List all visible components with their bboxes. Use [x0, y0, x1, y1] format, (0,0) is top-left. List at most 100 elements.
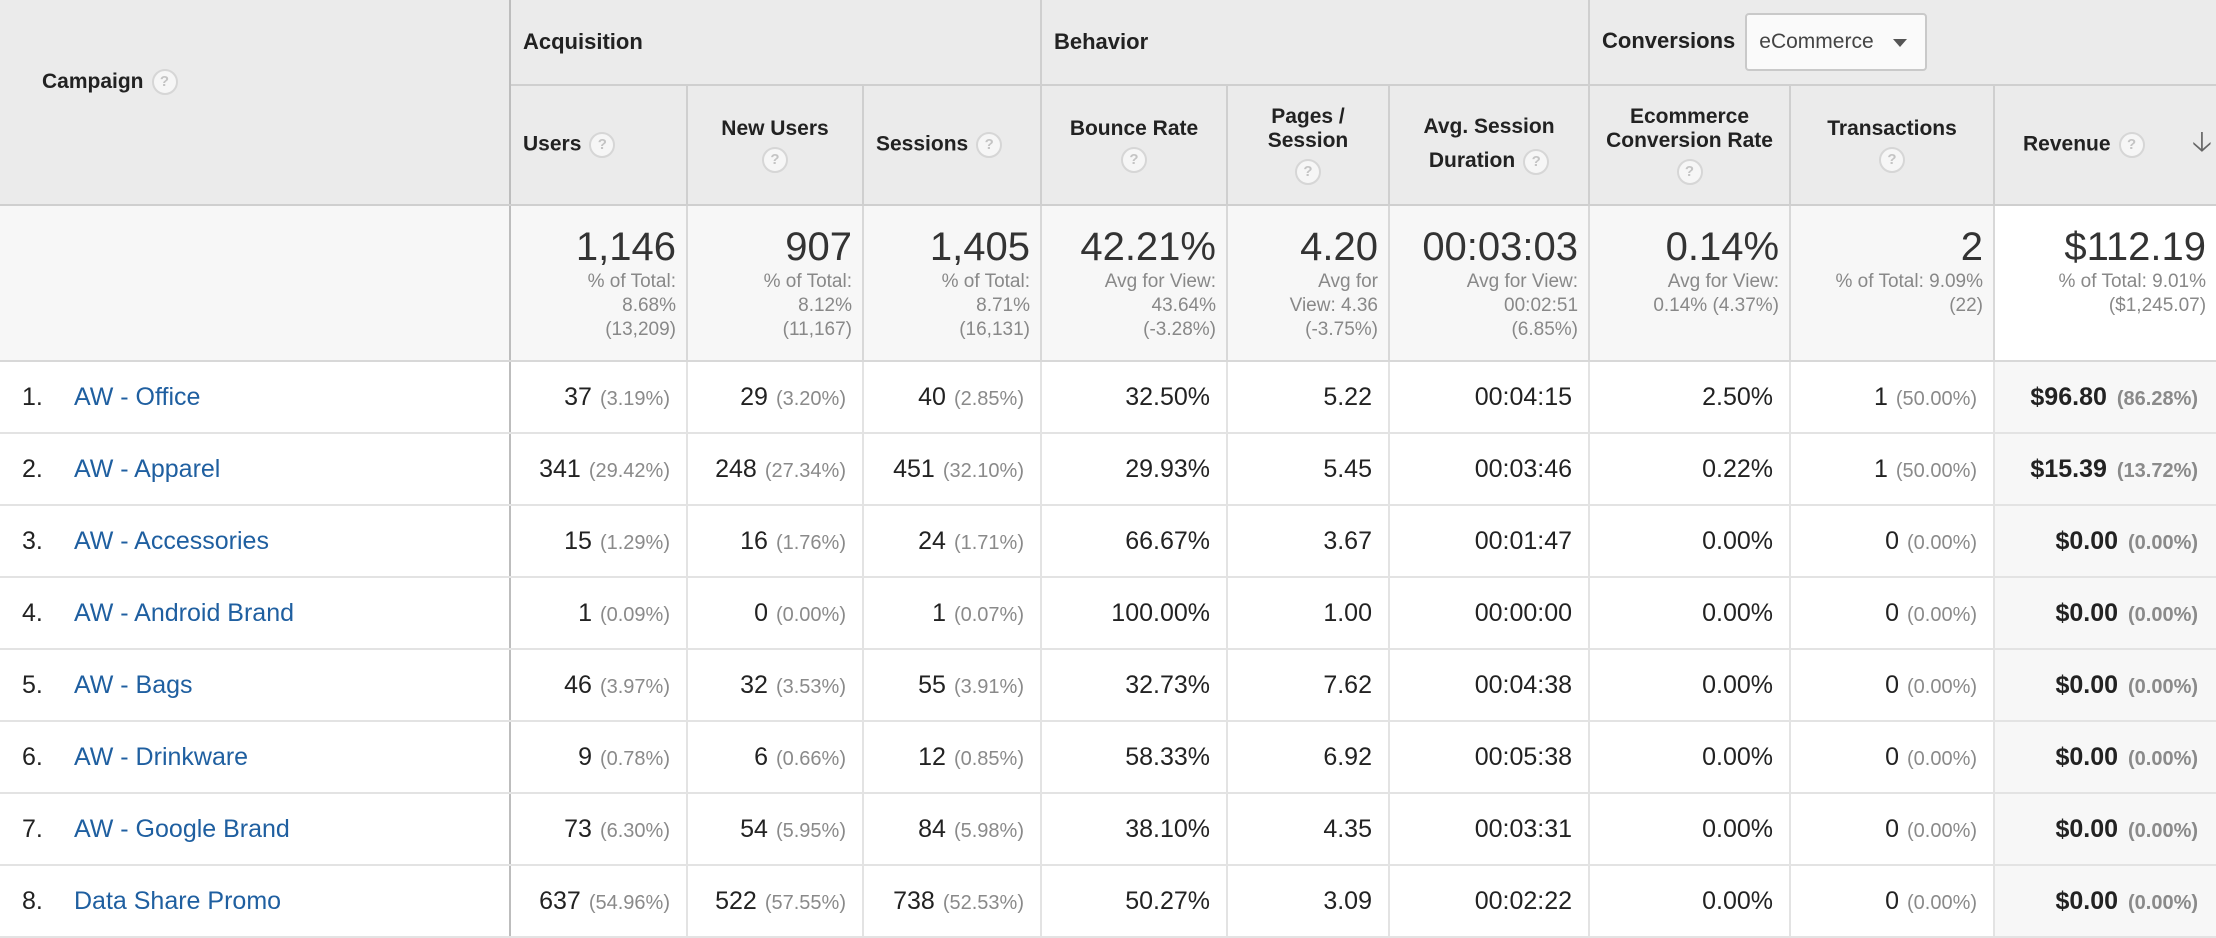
campaign-link[interactable]: AW - Accessories — [74, 526, 269, 555]
campaign-link[interactable]: AW - Office — [74, 382, 201, 411]
table-row: 4. AW - Android Brand 1 (0.09%) 0 (0.00%) 1… — [0, 577, 2216, 650]
revenue-column-header[interactable]: Revenue? 🡣 — [1993, 85, 2216, 206]
table-row: 8. Data Share Promo 637 (54.96%) 522 (57.55… — [0, 865, 2216, 938]
help-icon[interactable]: ? — [1676, 159, 1703, 185]
campaign-cell: 7. AW - Google Brand — [0, 793, 511, 866]
bounce-rate-total: 42.21% Avg for View: 43.64% (-3.28%) — [1040, 205, 1227, 362]
help-icon[interactable]: ? — [151, 69, 178, 95]
pages-session-cell: 5.45 — [1226, 433, 1389, 506]
campaign-link[interactable]: AW - Apparel — [74, 454, 221, 483]
new-users-cell: 522 (57.55%) — [686, 865, 863, 938]
conversions-dropdown[interactable]: eCommerce — [1745, 13, 1928, 71]
avg-session-cell: 00:03:31 — [1387, 793, 1590, 866]
help-icon[interactable]: ? — [762, 147, 788, 173]
sort-down-icon[interactable]: 🡣 — [2191, 126, 2213, 157]
help-icon[interactable]: ? — [1121, 147, 1147, 173]
ecommerce-rate-cell: 0.00% — [1588, 865, 1791, 938]
users-column-header[interactable]: Users? — [509, 85, 687, 206]
help-icon[interactable]: ? — [1879, 147, 1906, 173]
bounce-rate-cell: 100.00% — [1040, 577, 1227, 650]
new-users-total: 907% of Total: 8.12% (11,167) — [686, 205, 863, 362]
campaign-link[interactable]: AW - Google Brand — [74, 814, 290, 843]
avg-session-total: 00:03:03 Avg for View: 00:02:51 (6.85%) — [1387, 205, 1590, 362]
transactions-header-label: Transactions — [1827, 117, 1957, 140]
ecommerce-rate-total: 0.14% Avg for View: 0.14% (4.37%) — [1588, 205, 1791, 362]
sessions-cell: 55 (3.91%) — [862, 649, 1041, 722]
ecommerce-rate-header-label-2: Conversion Rate — [1606, 129, 1773, 152]
users-cell: 9 (0.78%) — [509, 721, 687, 794]
pages-session-cell: 1.00 — [1226, 577, 1389, 650]
new-users-header-label: New Users — [721, 117, 829, 140]
pages-session-cell: 6.92 — [1226, 721, 1389, 794]
campaign-cell: 4. AW - Android Brand — [0, 577, 511, 650]
ecommerce-rate-cell: 0.00% — [1588, 649, 1791, 722]
revenue-cell: $0.00 (0.00%) — [1993, 793, 2216, 866]
new-users-cell: 248 (27.34%) — [686, 433, 863, 506]
avg-session-cell: 00:02:22 — [1387, 865, 1590, 938]
users-cell: 46 (3.97%) — [509, 649, 687, 722]
transactions-cell: 0 (0.00%) — [1789, 577, 1995, 650]
sessions-column-header[interactable]: Sessions? — [862, 85, 1041, 206]
sessions-cell: 738 (52.53%) — [862, 865, 1041, 938]
new-users-cell: 32 (3.53%) — [686, 649, 863, 722]
campaign-link[interactable]: Data Share Promo — [74, 886, 282, 915]
ecommerce-rate-cell: 0.00% — [1588, 577, 1791, 650]
bounce-rate-cell: 29.93% — [1040, 433, 1227, 506]
pages-session-cell: 4.35 — [1226, 793, 1389, 866]
row-index: 4. — [22, 598, 43, 627]
campaign-link[interactable]: AW - Drinkware — [74, 742, 249, 771]
users-cell: 37 (3.19%) — [509, 361, 687, 434]
help-icon[interactable]: ? — [1523, 148, 1550, 175]
table-row: 6. AW - Drinkware 9 (0.78%) 6 (0.66%) 12 (0.… — [0, 721, 2216, 794]
conversions-label: Conversions — [1602, 27, 1736, 53]
bounce-rate-cell: 32.50% — [1040, 361, 1227, 434]
avg-session-cell: 00:03:46 — [1387, 433, 1590, 506]
campaign-link[interactable]: AW - Android Brand — [74, 598, 295, 627]
pages-session-column-header[interactable]: Pages / Session? — [1226, 85, 1389, 206]
transactions-column-header[interactable]: Transactions? — [1789, 85, 1995, 206]
avg-session-column-header[interactable]: Avg. Session Duration? — [1387, 85, 1590, 206]
users-cell: 73 (6.30%) — [509, 793, 687, 866]
transactions-cell: 1 (50.00%) — [1789, 361, 1995, 434]
pages-session-cell: 7.62 — [1226, 649, 1389, 722]
transactions-cell: 0 (0.00%) — [1789, 793, 1995, 866]
acquisition-group-header: Acquisition — [509, 0, 1041, 86]
new-users-cell: 6 (0.66%) — [686, 721, 863, 794]
new-users-cell: 29 (3.20%) — [686, 361, 863, 434]
row-index: 6. — [22, 742, 43, 771]
acquisition-label: Acquisition — [523, 29, 643, 54]
ecommerce-rate-cell: 0.22% — [1588, 433, 1791, 506]
help-icon[interactable]: ? — [1295, 159, 1321, 185]
campaign-column-header[interactable]: Campaign? — [0, 0, 511, 206]
campaign-cell: 2. AW - Apparel — [0, 433, 511, 506]
new-users-cell: 0 (0.00%) — [686, 577, 863, 650]
campaign-cell: 3. AW - Accessories — [0, 505, 511, 578]
table-row: 7. AW - Google Brand 73 (6.30%) 54 (5.95%) … — [0, 793, 2216, 866]
campaign-cell: 8. Data Share Promo — [0, 865, 511, 938]
transactions-total: 2% of Total: 9.09% (22) — [1789, 205, 1995, 362]
campaign-header-label: Campaign — [42, 69, 144, 93]
ecommerce-rate-column-header[interactable]: Ecommerce Conversion Rate? — [1588, 85, 1791, 206]
sessions-cell: 84 (5.98%) — [862, 793, 1041, 866]
avg-session-header-label-2: Duration — [1428, 149, 1516, 173]
bounce-rate-column-header[interactable]: Bounce Rate? — [1040, 85, 1227, 206]
sessions-cell: 40 (2.85%) — [862, 361, 1041, 434]
transactions-cell: 0 (0.00%) — [1789, 721, 1995, 794]
help-icon[interactable]: ? — [2118, 132, 2145, 158]
revenue-header-label: Revenue — [2023, 132, 2111, 156]
chevron-down-icon — [1893, 39, 1908, 47]
ecommerce-rate-cell: 0.00% — [1588, 505, 1791, 578]
campaign-link[interactable]: AW - Bags — [74, 670, 193, 699]
behavior-group-header: Behavior — [1039, 0, 1590, 86]
bounce-rate-header-label: Bounce Rate — [1069, 117, 1199, 140]
users-cell: 1 (0.09%) — [509, 577, 687, 650]
help-icon[interactable]: ? — [976, 132, 1003, 158]
sessions-cell: 12 (0.85%) — [862, 721, 1041, 794]
help-icon[interactable]: ? — [589, 132, 616, 158]
revenue-cell: $0.00 (0.00%) — [1993, 721, 2216, 794]
table-row: 3. AW - Accessories 15 (1.29%) 16 (1.76%) 2… — [0, 505, 2216, 578]
row-index: 3. — [22, 526, 43, 555]
avg-session-header-label-1: Avg. Session — [1423, 115, 1555, 139]
new-users-column-header[interactable]: New Users? — [686, 85, 863, 206]
